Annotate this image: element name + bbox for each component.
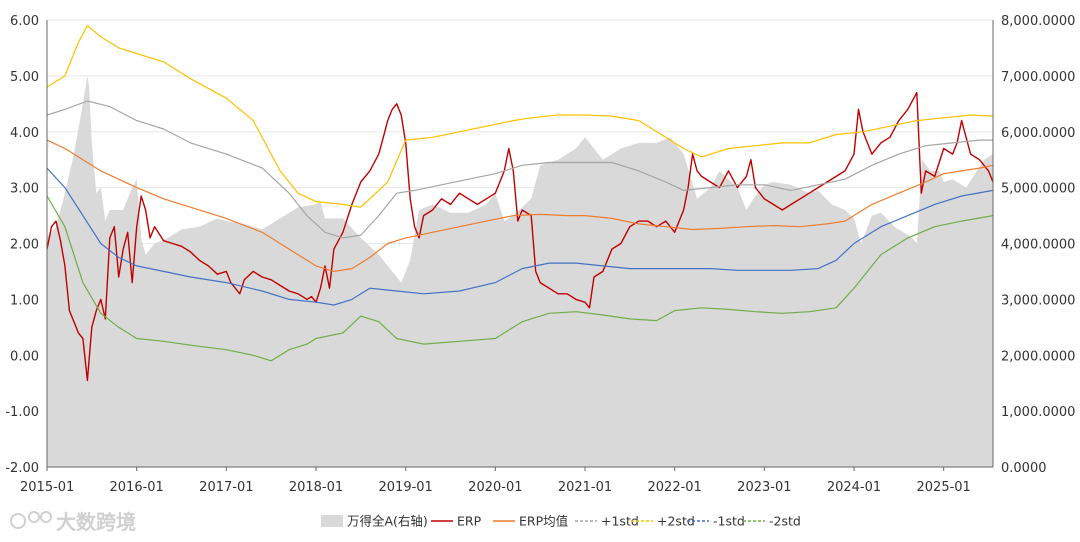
- x-tick-label: 2016-01: [110, 480, 164, 495]
- line-series-layer: [46, 25, 994, 382]
- left-tick-label: 1.00: [10, 293, 39, 308]
- right-tick-label: 2,000.0000: [1001, 349, 1075, 364]
- x-tick-label: 2017-01: [199, 480, 253, 495]
- right-tick-label: 7,000.0000: [1001, 70, 1075, 85]
- right-tick-label: 4,000.0000: [1001, 238, 1075, 253]
- right-tick-label: 3,000.0000: [1001, 293, 1075, 308]
- legend-swatch: [321, 515, 343, 527]
- right-tick-label: 8,000.0000: [1001, 14, 1075, 29]
- series-line-2: [46, 139, 994, 272]
- series-line-3: [46, 100, 993, 239]
- legend: 万得全A(右轴) ERP ERP均值 +1std +2std -1std -2std: [321, 514, 801, 529]
- left-tick-label: 2.00: [10, 238, 39, 253]
- watermark: 大数跨境: [10, 510, 136, 534]
- x-tick-label: 2023-01: [737, 480, 791, 495]
- area-series-layer: [47, 75, 993, 468]
- legend-item-2std: -2std: [743, 514, 801, 529]
- x-tick-label: 2022-01: [648, 480, 702, 495]
- left-tick-label: 5.00: [10, 70, 39, 85]
- legend-label: ERP均值: [519, 514, 568, 529]
- axes: [46, 20, 994, 468]
- legend-item-1std: +1std: [575, 514, 639, 529]
- x-tick-label: 2025-01: [917, 480, 971, 495]
- legend-label: +2std: [657, 514, 695, 529]
- right-tick-label: 6,000.0000: [1001, 126, 1075, 141]
- legend-item-1std: -1std: [687, 514, 745, 529]
- series-area-0: [47, 75, 993, 468]
- series-line-5: [46, 167, 994, 306]
- left-tick-label: 6.00: [10, 14, 39, 29]
- series-line-4: [46, 25, 994, 208]
- x-tick-label: 2015-01: [20, 480, 74, 495]
- left-tick-label: 4.00: [10, 126, 39, 141]
- right-axis-tick-labels: 0.0000 1,000.0000 2,000.0000 3,000.0000 4,00…: [1001, 14, 1075, 476]
- series-line-1: [46, 91, 994, 382]
- x-tick-label: 2018-01: [289, 480, 343, 495]
- legend-label: -2std: [769, 514, 801, 529]
- left-tick-label: 3.00: [10, 182, 39, 197]
- x-tick-label: 2024-01: [827, 480, 881, 495]
- right-tick-label: 1,000.0000: [1001, 405, 1075, 420]
- legend-item-erp: ERP均值: [493, 514, 568, 529]
- x-tick-label: 2021-01: [558, 480, 612, 495]
- legend-item-erp: ERP: [431, 514, 482, 529]
- watermark-logo-icon: [10, 511, 52, 529]
- x-axis-tick-labels: 2015-01 2016-01 2017-01 2018-01 2019-01 2020-…: [20, 467, 971, 495]
- legend-label: ERP: [457, 514, 482, 529]
- x-tick-label: 2019-01: [379, 480, 433, 495]
- left-axis-tick-labels: -2.00 -1.00 0.00 1.00 2.00 3.00 4.00 5.00 6.00: [5, 14, 39, 476]
- legend-label: 万得全A(右轴): [347, 514, 428, 529]
- legend-item-2std: +2std: [631, 514, 695, 529]
- left-tick-label: -2.00: [5, 461, 39, 476]
- left-tick-label: -1.00: [5, 405, 39, 420]
- series-line-6: [46, 195, 994, 362]
- legend-label: +1std: [601, 514, 639, 529]
- right-tick-label: 0.0000: [1001, 461, 1047, 476]
- left-tick-label: 0.00: [10, 349, 39, 364]
- right-tick-label: 5,000.0000: [1001, 182, 1075, 197]
- watermark-text: 大数跨境: [56, 510, 136, 534]
- legend-item-wind-all-a: 万得全A(右轴): [321, 514, 428, 529]
- legend-label: -1std: [713, 514, 745, 529]
- x-tick-label: 2020-01: [468, 480, 522, 495]
